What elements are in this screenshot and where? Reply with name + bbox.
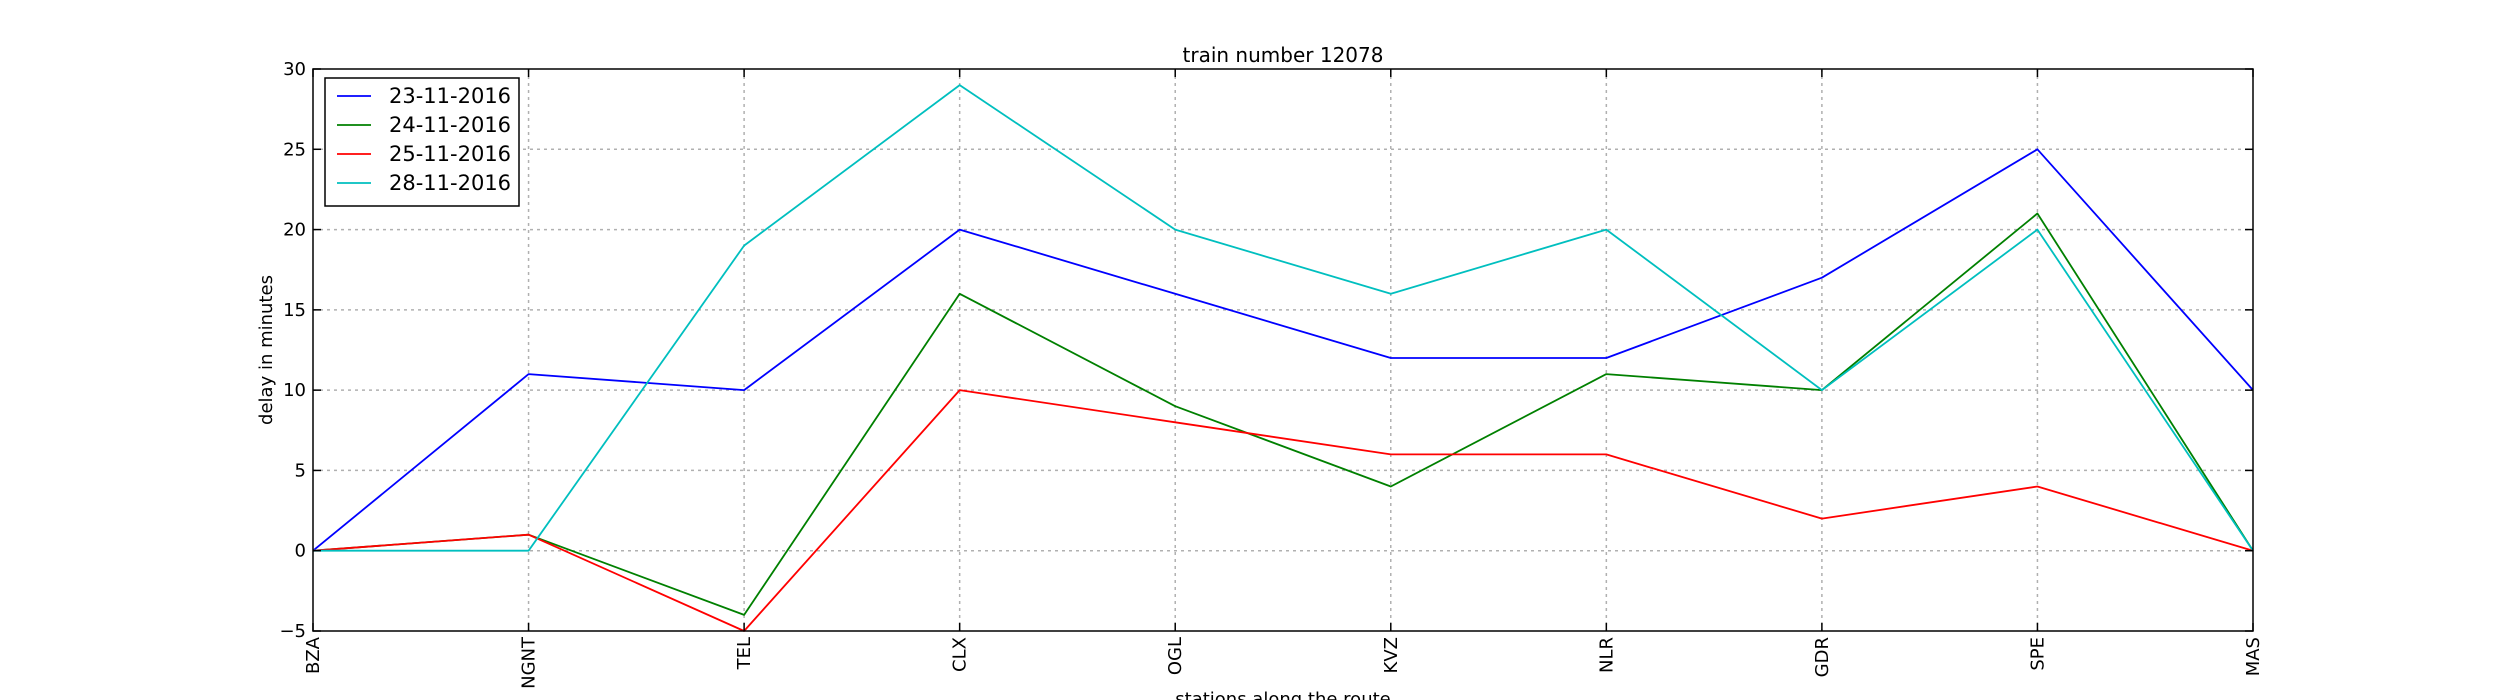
tick-layer: BZA NGNT TEL CLX OGL KVZ NLR GDR SPE MAS −5 0 5 10 15 2… xyxy=(279,59,2264,689)
legend-label: 28-11-2016 xyxy=(389,171,511,195)
legend-label: 25-11-2016 xyxy=(389,142,511,166)
y-tick-label: 25 xyxy=(283,139,306,160)
x-tick-label: NLR xyxy=(1596,637,1617,673)
series-line-24-11-2016 xyxy=(312,212,2254,616)
y-tick-label: 15 xyxy=(283,300,306,321)
legend-box xyxy=(324,77,520,207)
x-axis-label: stations along the route xyxy=(1175,689,1390,700)
y-axis-label: delay in minutes xyxy=(256,275,277,425)
series-layer xyxy=(312,84,2254,632)
y-tick-label: 10 xyxy=(283,380,306,401)
series-line-25-11-2016 xyxy=(312,389,2254,632)
legend: 23-11-2016 24-11-2016 25-11-2016 28-11-2016 xyxy=(324,77,520,207)
y-tick-label: 30 xyxy=(283,59,306,80)
x-tick-label: BZA xyxy=(303,636,324,674)
x-tick-label: CLX xyxy=(950,637,971,672)
plot-frame xyxy=(312,68,2254,632)
x-tick-label: NGNT xyxy=(519,636,540,689)
x-tick-label: TEL xyxy=(734,637,755,670)
legend-label: 23-11-2016 xyxy=(389,84,511,108)
grid-layer xyxy=(313,69,2253,631)
x-tick-label: MAS xyxy=(2243,637,2264,676)
legend-label: 24-11-2016 xyxy=(389,113,511,137)
x-tick-label: OGL xyxy=(1165,637,1186,675)
y-tick-label: 20 xyxy=(283,220,306,241)
y-tick-label: −5 xyxy=(279,621,306,642)
x-tick-label: SPE xyxy=(2027,637,2048,671)
series-line-23-11-2016 xyxy=(312,148,2254,552)
series-line-28-11-2016 xyxy=(313,84,2254,552)
chart-title: train number 12078 xyxy=(1183,43,1384,67)
x-tick-label: KVZ xyxy=(1381,637,1402,673)
y-tick-label: 5 xyxy=(295,460,306,481)
y-tick-label: 0 xyxy=(295,541,306,562)
x-tick-label: GDR xyxy=(1812,637,1833,677)
